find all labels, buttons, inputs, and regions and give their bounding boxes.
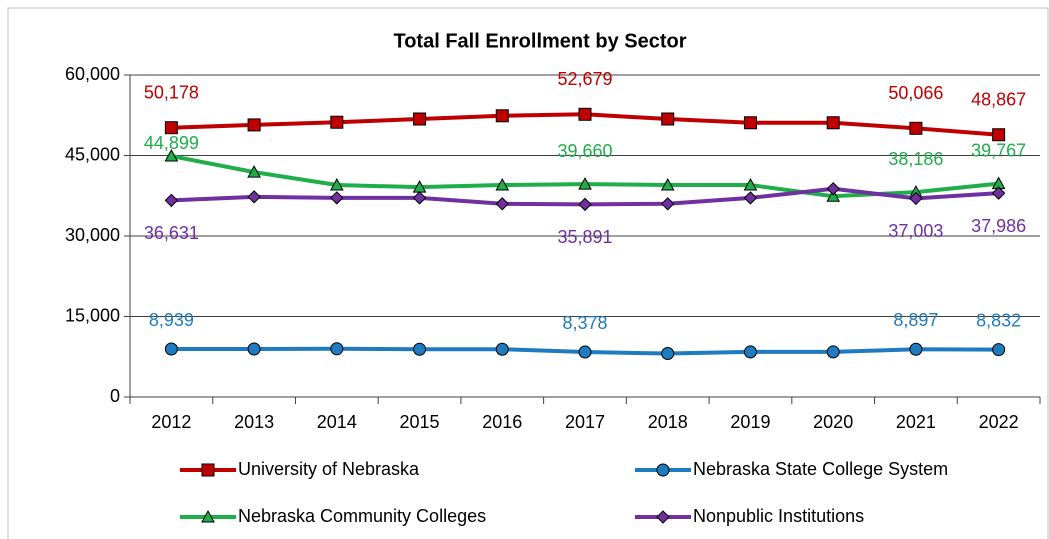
marker — [413, 342, 427, 356]
marker — [743, 345, 757, 359]
marker — [330, 191, 344, 205]
marker — [247, 118, 261, 132]
data-label: 39,767 — [971, 140, 1026, 160]
data-label: 50,178 — [144, 82, 199, 102]
marker — [412, 191, 427, 205]
marker — [992, 128, 1006, 142]
data-label: 44,899 — [144, 133, 199, 153]
marker — [661, 112, 675, 126]
data-label: 8,832 — [976, 310, 1021, 330]
marker — [656, 510, 670, 524]
x-tick-label: 2016 — [482, 412, 522, 432]
marker — [578, 345, 592, 359]
marker — [247, 190, 261, 204]
y-tick-label: 15,000 — [65, 305, 120, 325]
data-label: 52,679 — [557, 69, 612, 89]
marker — [660, 177, 675, 191]
data-label: 8,939 — [149, 310, 194, 330]
marker — [495, 109, 509, 123]
marker — [991, 186, 1006, 200]
x-tick-label: 2014 — [317, 412, 357, 432]
legend-label: Nonpublic Institutions — [693, 506, 864, 526]
data-label: 48,867 — [971, 89, 1026, 109]
x-tick-label: 2019 — [730, 412, 770, 432]
marker — [578, 107, 592, 121]
marker — [909, 121, 923, 135]
marker — [164, 342, 178, 356]
marker — [578, 177, 592, 190]
marker — [413, 112, 427, 126]
marker — [743, 177, 758, 191]
marker — [495, 342, 509, 356]
data-label: 37,003 — [888, 221, 943, 241]
marker — [164, 121, 178, 135]
data-label: 50,066 — [888, 83, 943, 103]
marker — [661, 197, 675, 211]
marker — [495, 177, 510, 191]
marker — [909, 191, 923, 206]
marker — [578, 197, 592, 212]
x-tick-label: 2015 — [400, 412, 440, 432]
chart-title: Total Fall Enrollment by Sector — [393, 30, 686, 52]
x-tick-label: 2022 — [979, 412, 1019, 432]
marker — [164, 148, 179, 162]
marker — [826, 116, 840, 130]
marker — [743, 116, 757, 130]
legend-label: University of Nebraska — [238, 459, 420, 479]
chart-frame — [7, 7, 1049, 539]
x-tick-label: 2012 — [151, 412, 191, 432]
marker — [201, 509, 215, 523]
data-label: 39,660 — [557, 141, 612, 161]
marker — [201, 463, 215, 477]
marker — [330, 115, 344, 129]
marker — [329, 177, 344, 191]
y-tick-label: 60,000 — [65, 64, 120, 84]
x-tick-label: 2018 — [648, 412, 688, 432]
marker — [743, 191, 758, 205]
marker — [164, 193, 179, 208]
data-label: 37,986 — [971, 216, 1026, 236]
x-tick-label: 2013 — [234, 412, 274, 432]
data-label: 36,631 — [144, 223, 199, 243]
x-tick-label: 2020 — [813, 412, 853, 432]
data-label: 8,378 — [562, 313, 607, 333]
y-tick-label: 45,000 — [65, 144, 120, 164]
y-tick-label: 0 — [110, 386, 120, 406]
marker — [495, 197, 509, 211]
marker — [247, 165, 261, 178]
legend-label: Nebraska Community Colleges — [238, 506, 486, 526]
marker — [826, 345, 840, 359]
legend-label: Nebraska State College System — [693, 459, 948, 479]
marker — [909, 342, 923, 356]
marker — [992, 343, 1006, 357]
x-tick-label: 2017 — [565, 412, 605, 432]
marker — [247, 342, 261, 356]
data-label: 35,891 — [557, 227, 612, 247]
data-label: 38,186 — [888, 149, 943, 169]
marker — [826, 182, 840, 196]
marker — [656, 463, 670, 477]
x-tick-label: 2021 — [896, 412, 936, 432]
marker — [661, 347, 675, 361]
marker — [330, 342, 344, 356]
marker — [826, 189, 841, 202]
y-tick-label: 30,000 — [65, 225, 120, 245]
data-label: 8,897 — [893, 310, 938, 330]
